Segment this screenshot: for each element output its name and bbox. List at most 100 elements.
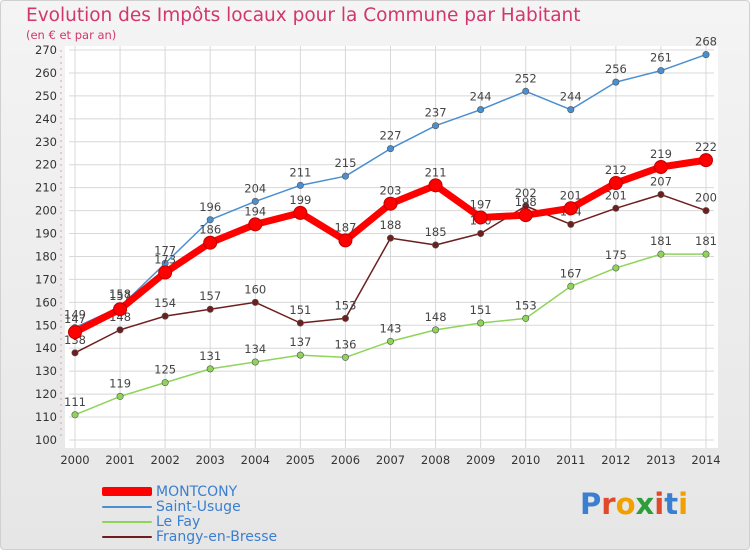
plot-background [65,46,718,448]
data-label-montcony: 194 [244,204,266,218]
logo-letter: x [635,487,655,521]
legend-swatch [102,520,152,523]
data-point-le-fay [71,411,79,419]
data-label-frangy-en-bresse: 201 [605,188,627,202]
data-point-frangy-en-bresse [567,220,575,228]
data-label-frangy-en-bresse: 160 [244,282,266,296]
data-label-saint-usuge: 204 [244,181,266,195]
data-point-saint-usuge [386,145,394,153]
x-tick-label: 2005 [286,453,315,467]
data-label-le-fay: 151 [470,303,492,317]
data-point-saint-usuge [477,106,485,114]
y-tick-label: 150 [35,318,57,332]
data-label-saint-usuge: 149 [64,308,86,322]
x-tick-label: 2011 [556,453,585,467]
data-point-le-fay [477,319,485,327]
legend-label: Frangy-en-Bresse [156,528,278,545]
data-label-le-fay: 181 [650,234,672,248]
data-point-frangy-en-bresse [612,204,620,212]
data-label-montcony: 197 [470,197,492,211]
logo-letter: r [601,487,616,521]
data-label-montcony: 203 [380,184,402,198]
data-point-le-fay [296,351,304,359]
y-tick-label: 170 [35,272,57,286]
data-label-saint-usuge: 256 [605,62,627,76]
y-tick-label: 260 [35,66,57,80]
data-point-le-fay [386,337,394,345]
y-tick-label: 220 [35,158,57,172]
data-label-frangy-en-bresse: 207 [650,175,672,189]
proxiti-logo: Proxiti [580,487,688,521]
data-point-montcony [653,160,668,174]
data-point-frangy-en-bresse [206,305,214,313]
data-label-le-fay: 137 [289,335,311,349]
data-point-montcony [383,196,398,211]
data-point-le-fay [116,392,124,400]
data-label-montcony: 211 [425,165,447,179]
data-label-montcony: 212 [605,163,627,177]
legend-item: Saint-Usuge [102,498,241,515]
data-point-saint-usuge [206,216,214,224]
data-point-saint-usuge [251,197,259,205]
data-point-saint-usuge [567,106,575,114]
x-tick-label: 2010 [511,453,540,467]
data-point-montcony [68,325,82,340]
data-label-le-fay: 153 [515,298,537,312]
x-tick-label: 2014 [691,453,720,467]
legend-label: Le Fay [156,513,201,530]
x-tick-label: 2006 [331,453,360,467]
data-point-frangy-en-bresse [657,191,665,199]
y-tick-label: 120 [35,387,57,401]
data-point-frangy-en-bresse [702,207,710,215]
data-point-le-fay [612,264,620,272]
data-point-frangy-en-bresse [386,234,394,242]
data-point-le-fay [522,314,530,322]
logo-letter: o [615,487,636,521]
data-label-frangy-en-bresse: 188 [380,218,402,232]
y-tick-label: 230 [35,135,57,149]
data-point-frangy-en-bresse [296,319,304,327]
data-label-montcony: 173 [154,253,176,267]
x-tick-label: 2002 [151,453,180,467]
data-point-frangy-en-bresse [477,230,485,238]
data-label-montcony: 199 [289,193,311,207]
data-point-frangy-en-bresse [251,298,259,306]
data-label-le-fay: 181 [695,234,717,248]
data-point-le-fay [432,326,440,334]
data-label-saint-usuge: 268 [695,35,717,49]
data-point-montcony [518,208,533,223]
y-tick-label: 100 [35,433,57,447]
data-point-le-fay [341,353,349,361]
x-tick-label: 2001 [105,453,134,467]
logo-letter: i [654,487,665,521]
data-label-frangy-en-bresse: 153 [334,298,356,312]
y-tick-label: 200 [35,204,57,218]
legend-label: MONTCONY [156,483,238,500]
data-point-montcony [248,217,263,232]
data-point-saint-usuge [702,51,710,59]
legend-item: Frangy-en-Bresse [102,528,278,545]
y-tick-label: 190 [35,227,57,241]
data-point-montcony [473,210,488,225]
chart-subtitle: (en € et par an) [26,28,117,42]
data-label-le-fay: 119 [109,376,131,390]
data-label-saint-usuge: 215 [334,156,356,170]
data-label-le-fay: 134 [244,342,266,356]
data-label-saint-usuge: 196 [199,200,221,214]
legend-swatch [102,487,152,496]
y-tick-label: 240 [35,112,57,126]
data-label-montcony: 222 [695,140,717,154]
x-tick-label: 2007 [376,453,405,467]
legend-label: Saint-Usuge [156,498,241,515]
data-label-frangy-en-bresse: 202 [515,186,537,200]
x-tick-label: 2008 [421,453,450,467]
data-point-saint-usuge [341,172,349,180]
data-point-le-fay [251,358,259,366]
data-point-saint-usuge [522,87,530,95]
data-label-frangy-en-bresse: 151 [289,303,311,317]
data-label-frangy-en-bresse: 154 [154,296,176,310]
data-point-frangy-en-bresse [116,326,124,334]
data-label-frangy-en-bresse: 200 [695,191,717,205]
data-point-montcony [158,265,173,280]
